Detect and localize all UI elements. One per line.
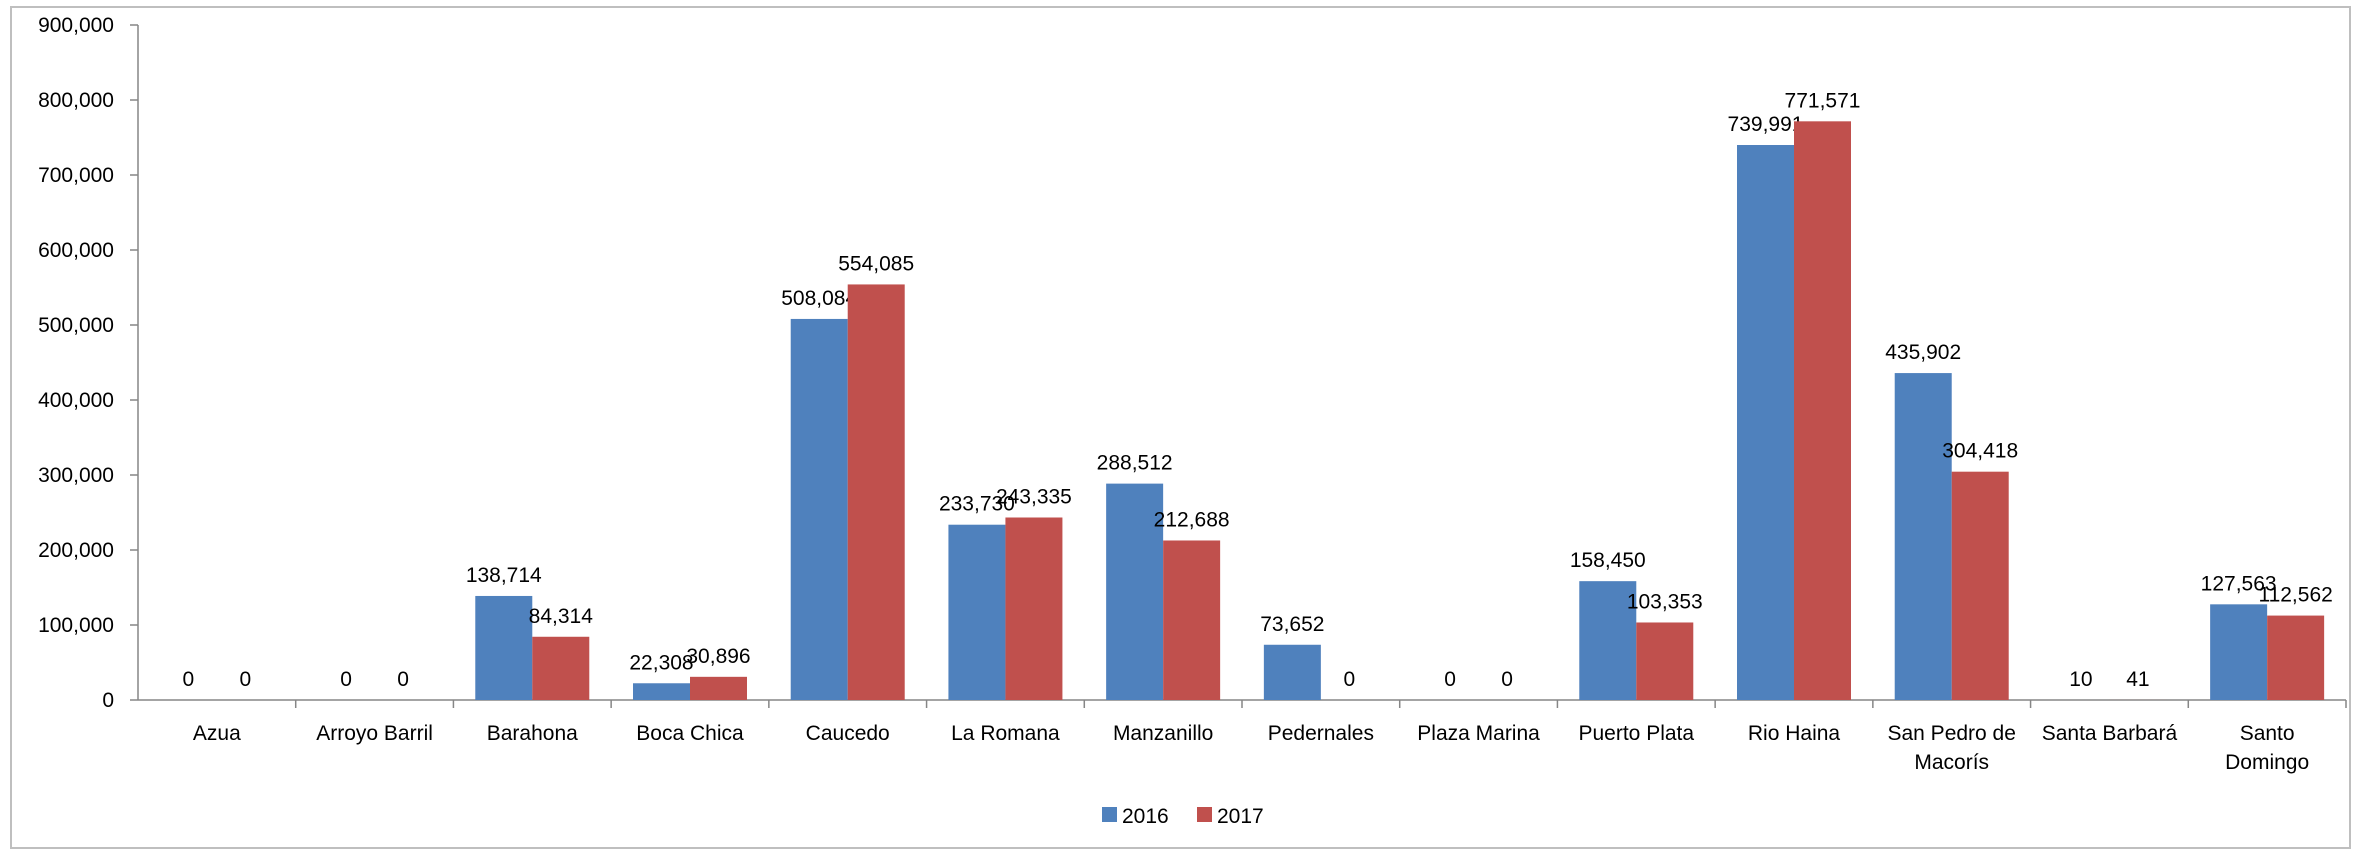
bar-2016 (1579, 581, 1637, 700)
data-label-2017: 0 (397, 668, 409, 691)
bar-2016 (1263, 644, 1321, 700)
x-category-label: Boca Chica (636, 722, 744, 745)
bar-2017 (847, 284, 905, 700)
data-label-2017: 30,896 (686, 645, 750, 668)
bar-2017 (532, 636, 590, 700)
data-label-2017: 84,314 (529, 605, 594, 628)
y-tick-label: 300,000 (38, 464, 114, 487)
bar-2017 (1636, 622, 1694, 700)
y-tick-label: 0 (102, 689, 114, 712)
data-label-2016: 0 (340, 668, 352, 691)
data-label-2016: 435,902 (1885, 341, 1961, 364)
data-label-2017: 112,562 (2258, 584, 2332, 607)
bar-2017 (1794, 121, 1851, 700)
bar-2016 (1737, 145, 1794, 701)
bar-2016 (475, 595, 533, 700)
data-label-2017: 41 (2126, 668, 2149, 691)
data-label-2016: 0 (183, 668, 195, 691)
x-category-label: Azua (193, 722, 241, 745)
bar-2017 (1951, 471, 2009, 700)
data-label-2016: 739,991 (1728, 113, 1804, 136)
bar-2016 (2210, 604, 2268, 700)
data-label-2016: 127,563 (2201, 572, 2277, 595)
y-tick-label: 700,000 (38, 164, 114, 187)
data-label-2016: 158,450 (1570, 549, 1646, 572)
data-label-2016: 0 (1444, 668, 1456, 691)
x-category-label: Arroyo Barril (316, 722, 433, 745)
data-label-2016: 233,730 (939, 493, 1015, 516)
y-tick-label: 900,000 (38, 14, 114, 37)
data-label-2017: 0 (240, 668, 252, 691)
data-label-2017: 212,688 (1154, 508, 1230, 531)
x-category-label: Santa Barbará (2042, 722, 2178, 745)
x-category-label: Puerto Plata (1578, 722, 1694, 745)
data-label-2017: 554,085 (838, 252, 914, 275)
data-label-2017: 0 (1501, 668, 1513, 691)
y-tick-label: 400,000 (38, 389, 114, 412)
legend-swatch-2016 (1102, 807, 1117, 822)
x-category-label: Caucedo (806, 722, 890, 745)
chart-frame (10, 6, 2351, 849)
data-label-2016: 73,652 (1260, 613, 1324, 636)
legend-label-2016: 2016 (1122, 805, 1169, 828)
data-label-2017: 103,353 (1627, 590, 1703, 613)
data-label-2017: 0 (1344, 668, 1356, 691)
legend-label-2017: 2017 (1217, 805, 1264, 828)
bar-2017 (2267, 615, 2325, 700)
y-tick-label: 200,000 (38, 539, 114, 562)
y-tick-label: 500,000 (38, 314, 114, 337)
x-category-label: San Pedro de Macorís (1887, 722, 2015, 774)
data-label-2017: 243,335 (996, 485, 1072, 508)
bar-2017 (690, 676, 747, 700)
data-label-2016: 10 (2069, 668, 2092, 691)
x-category-label: Santo Domingo (2225, 722, 2309, 774)
x-category-label: Pedernales (1268, 722, 1374, 745)
y-tick-label: 600,000 (38, 239, 114, 262)
legend-swatch-2017 (1197, 807, 1212, 822)
bar-2016 (948, 524, 1006, 700)
y-tick-label: 100,000 (38, 614, 114, 637)
bar-2016 (1106, 483, 1164, 700)
bar-2017 (1005, 517, 1063, 700)
data-label-2016: 508,084 (781, 287, 857, 310)
bar-2016 (790, 318, 848, 700)
x-category-label: La Romana (951, 722, 1060, 745)
y-tick-label: 800,000 (38, 89, 114, 112)
data-label-2016: 138,714 (466, 564, 542, 587)
data-label-2017: 304,418 (1942, 440, 2018, 463)
data-label-2017: 771,571 (1785, 89, 1861, 112)
x-category-label: Plaza Marina (1417, 722, 1540, 745)
bar-2017 (1163, 540, 1221, 700)
x-category-label: Manzanillo (1113, 722, 1213, 745)
x-category-label: Barahona (487, 722, 578, 745)
x-category-label: Rio Haina (1748, 722, 1841, 745)
data-label-2016: 288,512 (1097, 452, 1173, 475)
bar-2016 (1894, 373, 1952, 700)
bar-2016 (633, 683, 690, 700)
data-label-2016: 22,308 (629, 651, 693, 674)
